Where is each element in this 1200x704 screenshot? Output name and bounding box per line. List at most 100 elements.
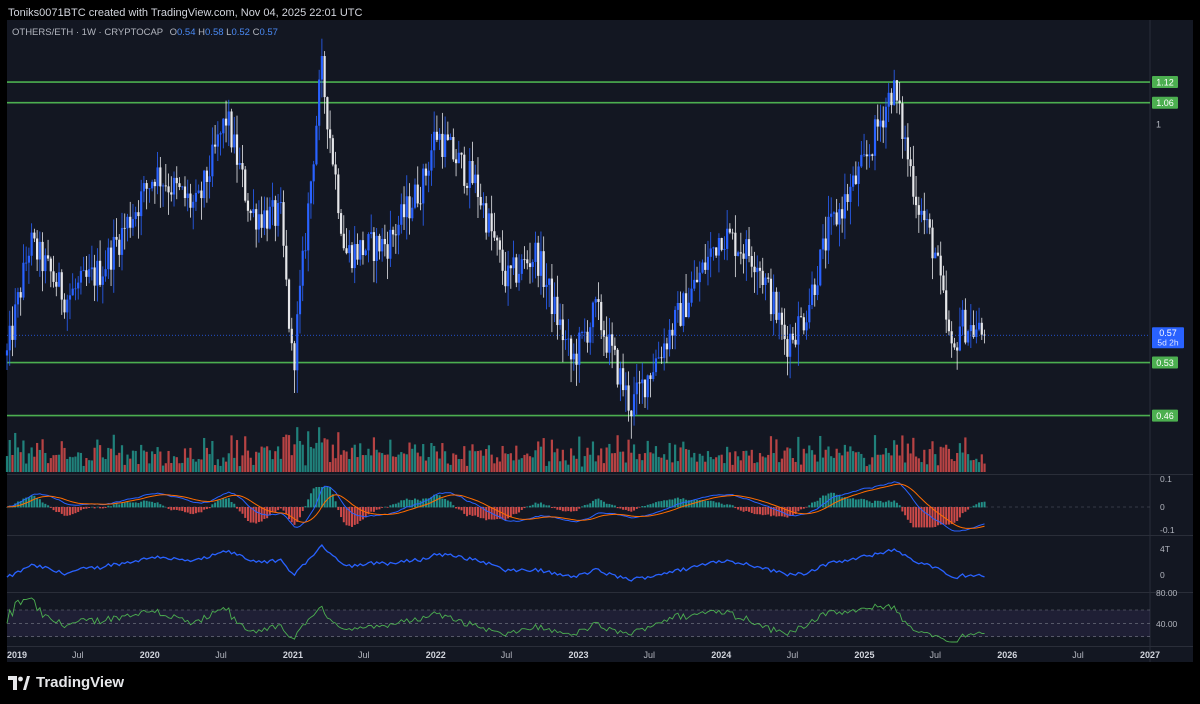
candle-body (293, 343, 296, 371)
candle-body (810, 284, 814, 305)
volume-bar (120, 445, 124, 472)
macd-histogram-bar (279, 507, 282, 509)
candle-body (318, 79, 321, 126)
candle-body (646, 375, 649, 398)
candle (712, 246, 715, 261)
candle (512, 240, 515, 275)
candle (79, 266, 83, 295)
macd-histogram-bar (293, 507, 296, 525)
macd-histogram-bar (572, 507, 575, 512)
volume-bar (38, 449, 41, 472)
candle-body (44, 255, 47, 272)
volume-bar (852, 451, 855, 472)
candle-body (161, 185, 165, 187)
volume-bar (548, 461, 551, 472)
candle-body (561, 319, 564, 341)
candle-body (654, 358, 658, 373)
macd-histogram-bar (748, 507, 751, 512)
volume-bar (318, 427, 321, 472)
candle-body (931, 227, 934, 259)
candle-body (285, 245, 288, 280)
candle (841, 196, 844, 233)
candle-body (860, 154, 863, 167)
candle (104, 250, 107, 282)
macd-histogram-bar (298, 507, 301, 518)
candle-body (611, 334, 614, 346)
candle-body (964, 309, 967, 343)
macd-histogram-bar (701, 499, 704, 508)
candle (329, 110, 332, 154)
candle-body (33, 232, 36, 239)
volume-bar (789, 448, 792, 472)
candle-body (11, 325, 14, 340)
x-axis-label-2024-10: 2024 (711, 650, 731, 660)
candle-body (734, 232, 737, 256)
candle-body (203, 170, 206, 199)
macd-histogram-bar (38, 499, 41, 508)
volume-bar (953, 461, 956, 472)
candle (487, 208, 491, 237)
volume-bar (383, 454, 386, 472)
macd-histogram-bar (652, 503, 655, 508)
legend-high: 0.58 (205, 27, 224, 38)
macd-histogram-bar (857, 499, 860, 508)
candle (246, 192, 250, 222)
candle (643, 379, 647, 409)
x-axis-label-jul-13: Jul (929, 650, 941, 660)
macd-histogram-bar (898, 505, 901, 508)
volume-bar (835, 448, 838, 472)
candle-body (553, 296, 556, 315)
candle (879, 104, 882, 142)
candle-body (520, 259, 523, 274)
candle (320, 38, 323, 98)
macd-histogram-bar (222, 498, 225, 508)
candle (457, 140, 460, 164)
candle-body (728, 228, 731, 233)
candle (345, 228, 348, 255)
volume-bar (49, 458, 52, 472)
candle (906, 123, 909, 177)
volume-bar (71, 457, 74, 472)
macd-histogram-bar (518, 507, 521, 513)
candle (397, 215, 400, 255)
macd-histogram-bar (353, 507, 356, 525)
candle (821, 224, 825, 260)
macd-histogram-bar (326, 487, 329, 508)
macd-histogram-bar (74, 507, 77, 514)
candle-body (312, 164, 315, 182)
volume-bar (701, 455, 704, 472)
candle-body (882, 120, 885, 128)
macd-histogram-bar (578, 507, 581, 509)
macd-histogram-bar (890, 501, 893, 508)
macd-histogram-bar (446, 500, 449, 508)
candle (750, 246, 753, 278)
candle (830, 197, 833, 235)
macd-histogram-bar (556, 507, 559, 510)
candle (148, 188, 151, 203)
candle (271, 182, 274, 226)
candle-body (893, 80, 896, 106)
volume-bar (485, 449, 488, 472)
candle-body (969, 325, 972, 332)
volume-bar (621, 451, 625, 472)
candle-body (219, 133, 222, 135)
volume-bar (14, 432, 17, 472)
candle (726, 210, 729, 261)
candle-body (8, 325, 11, 351)
candle (824, 216, 827, 269)
macd-histogram-bar (309, 493, 312, 508)
macd-histogram-bar (271, 507, 274, 513)
candle (723, 236, 726, 260)
candle (241, 144, 244, 188)
candle (88, 254, 91, 284)
volume-bar (238, 466, 241, 472)
volume-bar (192, 459, 195, 472)
macd-histogram-bar (879, 500, 882, 508)
candle (27, 247, 31, 284)
candle (572, 343, 575, 371)
candle-body (405, 196, 408, 218)
candle (38, 231, 41, 277)
candle-body (802, 317, 805, 331)
macd-histogram-bar (906, 507, 909, 520)
